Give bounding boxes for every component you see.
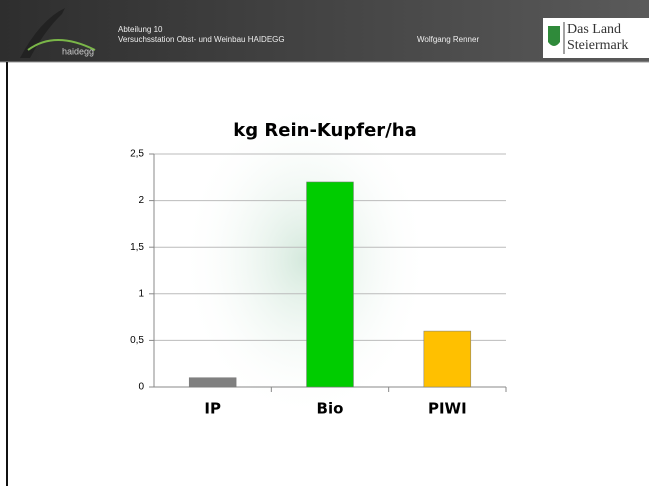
brand-line: Steiermark — [567, 38, 628, 53]
author: Wolfgang Renner — [417, 35, 479, 44]
x-tick-label: Bio — [317, 400, 344, 418]
chart-title: kg Rein-Kupfer/ha — [233, 120, 416, 141]
x-tick-label: IP — [204, 400, 221, 418]
y-tick-label: 0 — [138, 382, 144, 393]
y-tick-label: 1 — [138, 288, 144, 299]
department: Abteilung 10 — [118, 25, 163, 34]
slide: haidegg Abteilung 10 Versuchsstation Obs… — [0, 0, 649, 486]
x-tick-label: PIWI — [428, 400, 467, 418]
y-tick-label: 2 — [138, 195, 144, 206]
y-tick-label: 0,5 — [130, 335, 144, 346]
watermark — [180, 100, 430, 420]
bar — [307, 182, 354, 387]
logo-text: haidegg — [62, 46, 94, 56]
bar — [189, 378, 236, 387]
brand-line: Das Land — [567, 22, 621, 37]
station: Versuchsstation Obst- und Weinbau HAIDEG… — [118, 35, 285, 44]
brand-crest — [548, 26, 560, 46]
bar — [424, 331, 471, 387]
y-tick-label: 1,5 — [130, 242, 144, 253]
y-tick-label: 2,5 — [130, 149, 144, 160]
